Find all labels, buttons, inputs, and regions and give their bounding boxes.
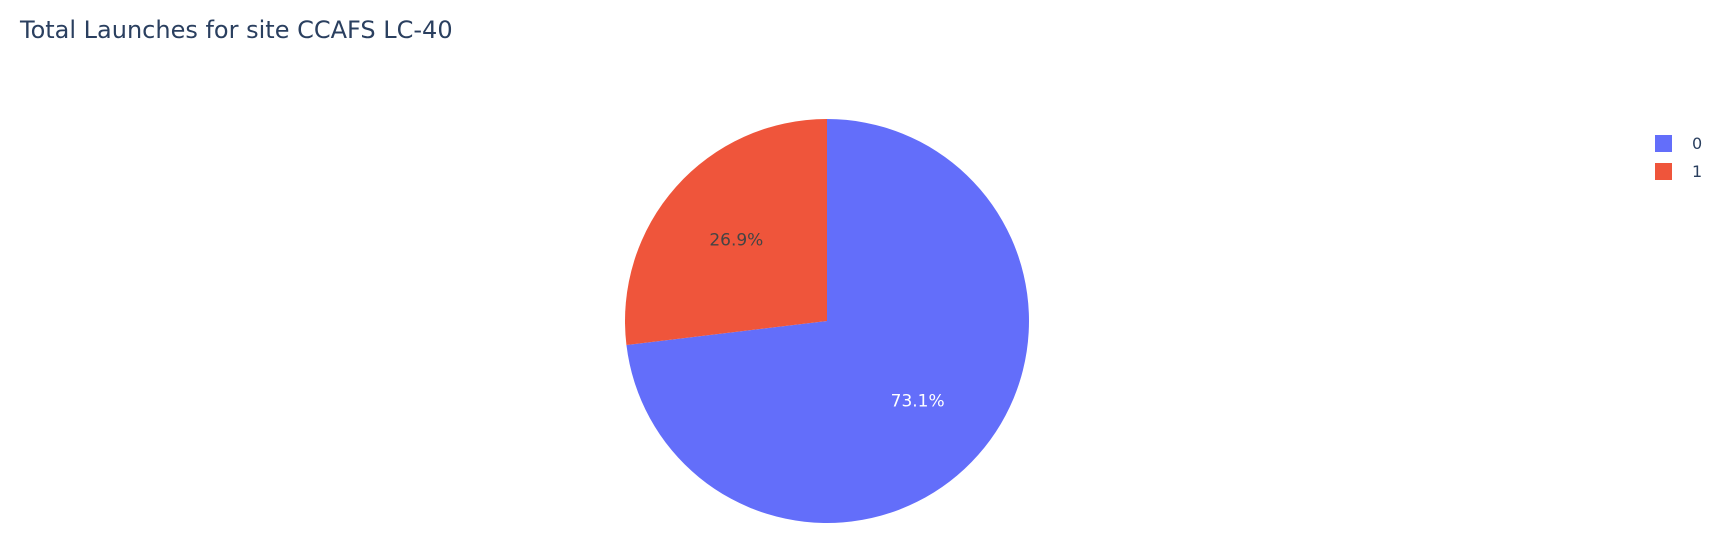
legend-swatch-1	[1655, 162, 1672, 180]
legend-item-0[interactable]: 0	[1655, 129, 1702, 157]
legend-label-1: 1	[1692, 161, 1703, 181]
slice-label-0: 73.1%	[891, 391, 945, 411]
legend: 0 1	[1655, 129, 1702, 185]
chart-title: Total Launches for site CCAFS LC-40	[20, 16, 453, 44]
slice-label-1: 26.9%	[709, 231, 763, 251]
legend-item-1[interactable]: 1	[1655, 157, 1702, 185]
pie-slice-1[interactable]	[625, 119, 827, 346]
legend-label-0: 0	[1692, 133, 1703, 153]
legend-swatch-0	[1655, 134, 1672, 152]
pie-slice-0[interactable]	[626, 119, 1029, 523]
